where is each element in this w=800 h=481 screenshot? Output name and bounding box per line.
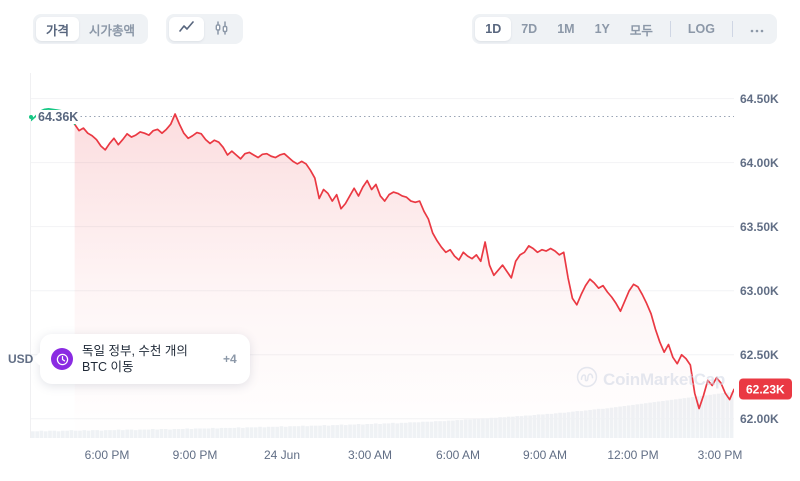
x-axis-tick-label: 3:00 AM [347, 448, 393, 462]
range-all[interactable]: 모두 [629, 23, 653, 38]
chart-type-candles[interactable] [204, 17, 240, 41]
x-axis: 6:00 PM 9:00 PM 24 Jun 3:00 AM 6:00 AM 9:00 A… [0, 448, 800, 468]
x-axis-tick-label: 9:00 PM [172, 448, 218, 462]
x-axis-tick-label: 6:00 PM [84, 448, 130, 462]
volume-bar [43, 431, 48, 438]
ellipsis-icon [750, 22, 764, 36]
tab-marketcap[interactable]: 시가총액 [89, 23, 136, 38]
x-axis-tick-label: 9:00 AM [522, 448, 568, 462]
divider [669, 21, 671, 37]
line-chart-icon [179, 21, 194, 37]
x-axis-tick-label: 3:00 PM [697, 448, 743, 462]
volume-bar [52, 430, 57, 438]
divider [732, 21, 733, 37]
current-price-badge: 62.23K [739, 378, 792, 400]
x-axis-tick-label: 6:00 AM [435, 448, 481, 462]
open-price-marker [29, 114, 33, 119]
volume-bar [48, 430, 52, 438]
volume-bar [69, 430, 74, 438]
more-options-button[interactable] [740, 17, 774, 41]
news-annotation-count: +4 [223, 352, 237, 366]
chart-toolbar: 가격 시가총액 [0, 0, 800, 58]
clock-icon [51, 348, 73, 370]
volume-bar [35, 431, 39, 438]
chart-type-toggle-group [166, 14, 243, 44]
open-price-label: 64.36K [36, 109, 81, 124]
tab-price[interactable]: 가격 [36, 17, 80, 41]
x-axis-tick-label: 24 Jun [263, 448, 301, 462]
range-1d[interactable]: 1D [475, 17, 512, 41]
range-7d[interactable]: 7D [521, 22, 538, 36]
x-axis-tick-label: 12:00 PM [607, 448, 659, 462]
range-toggle-group: 1D 7D 1M 1Y 모두 LOG [472, 14, 777, 44]
candlestick-chart-icon [214, 20, 230, 38]
y-axis-tick-label: 63.00K [740, 283, 779, 298]
price-line-down [73, 113, 734, 410]
volume-bar [65, 430, 69, 438]
volume-bar [31, 431, 35, 438]
chart-type-line[interactable] [169, 17, 204, 41]
y-axis: 64.50K 64.00K 63.50K 63.00K 62.50K 62.00K 62.2… [739, 73, 800, 438]
y-axis-tick-label: 64.00K [740, 155, 779, 170]
news-annotation-card[interactable]: 독일 정부, 수천 개의 BTC 이동 +4 [40, 334, 250, 384]
volume-bar [39, 430, 44, 438]
y-axis-tick-label: 64.50K [740, 91, 779, 106]
currency-label: USD [8, 352, 34, 366]
volume-bar [56, 431, 61, 438]
y-axis-tick-label: 63.50K [740, 219, 779, 234]
range-1m[interactable]: 1M [557, 22, 575, 36]
log-scale-button[interactable]: LOG [687, 22, 715, 36]
y-axis-tick-label: 62.50K [740, 347, 779, 362]
metric-toggle-group: 가격 시가총액 [33, 14, 149, 44]
news-annotation-title: 독일 정부, 수천 개의 BTC 이동 [82, 344, 188, 374]
y-axis-tick-label: 62.00K [740, 411, 779, 426]
volume-bar [61, 430, 65, 438]
range-1y[interactable]: 1Y [594, 22, 610, 36]
